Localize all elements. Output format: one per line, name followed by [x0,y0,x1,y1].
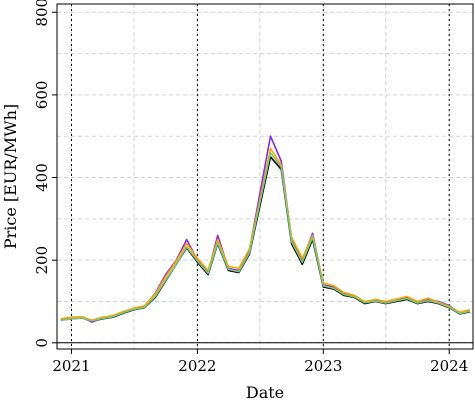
x-tick-label: 2022 [178,357,216,375]
y-tick-label: 600 [33,81,51,110]
x-tick-label: 2023 [304,357,342,375]
x-axis-ticks: 2021 2022 2023 2024 [52,349,468,375]
year-marker-lines [57,4,473,349]
x-tick-label: 2021 [52,357,90,375]
y-axis-label: Price [EUR/MWh] [1,104,20,249]
y-tick-label: 400 [33,163,51,192]
price-series-group [60,135,471,323]
y-tick-label: 800 [33,0,51,27]
price-series-line-2 [60,135,471,323]
plot-frame [56,3,474,350]
x-axis-label: Date [246,383,284,402]
x-tick-label: 2024 [430,357,468,375]
y-tick-label: 0 [33,338,51,348]
grid-lines [57,4,473,349]
y-axis-ticks: 0 200 400 600 800 [33,0,57,348]
y-tick-label: 200 [33,246,51,275]
price-series-line-4 [60,151,471,322]
